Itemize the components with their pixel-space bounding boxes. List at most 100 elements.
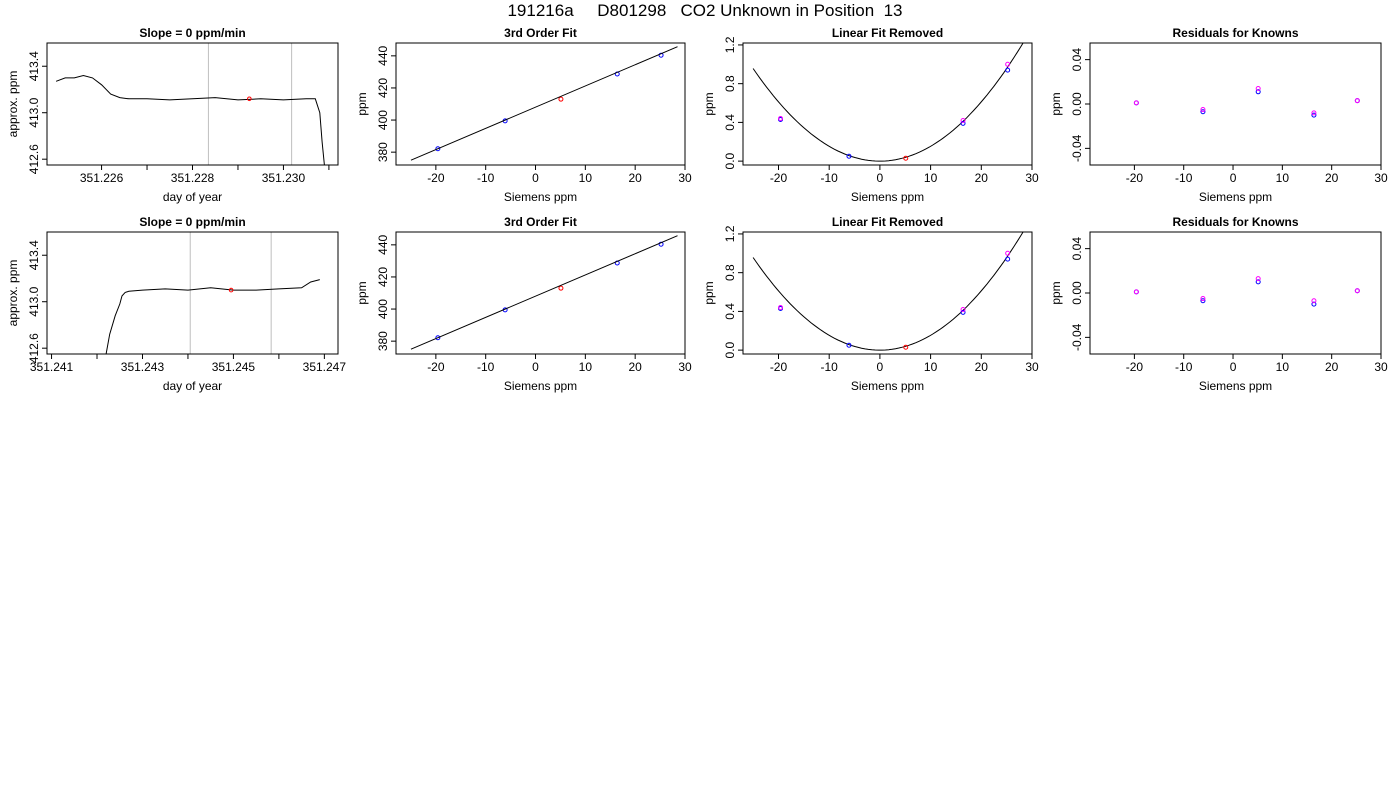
data-point	[1311, 110, 1317, 116]
data-point	[1200, 296, 1206, 302]
x-tick-label: -20	[1126, 171, 1144, 185]
data-point	[1255, 89, 1261, 95]
x-tick-label: -20	[427, 171, 445, 185]
x-tick-label: 0	[1230, 360, 1237, 374]
x-tick-label: 351.228	[171, 171, 215, 185]
x-tick-label: 30	[1025, 360, 1039, 374]
x-tick-label: -20	[427, 360, 445, 374]
plot-area	[105, 279, 320, 354]
x-tick-label: 10	[1276, 360, 1290, 374]
y-axis-label: ppm	[355, 281, 369, 304]
data-point	[1005, 61, 1011, 67]
x-axis-label: day of year	[163, 379, 222, 393]
data-point	[1311, 112, 1317, 118]
x-axis-label: Siemens ppm	[1199, 379, 1272, 393]
y-axis-label: ppm	[355, 92, 369, 115]
x-axis-label: day of year	[163, 190, 222, 204]
y-axis-label: ppm	[1049, 92, 1063, 115]
x-tick-label: -10	[821, 171, 839, 185]
x-axis-label: Siemens ppm	[851, 379, 924, 393]
chart-panel-r1-trace: Slope = 0 ppm/min 351.226 351.228 351.230 41…	[6, 26, 339, 204]
plot-area	[752, 43, 1024, 162]
x-tick-label: 30	[1374, 171, 1388, 185]
series-line	[105, 279, 320, 354]
x-tick-label: -10	[477, 171, 495, 185]
data-point	[1200, 109, 1206, 115]
chart-panel-r1-fit: 3rd Order Fit -20 -10 0 10 20 30 380 400 420 440 Si…	[355, 26, 692, 204]
plot-frame	[742, 42, 1033, 166]
x-tick-label: 10	[579, 360, 593, 374]
y-axis-label: ppm	[1049, 281, 1063, 304]
chart-title: Slope = 0 ppm/min	[139, 26, 245, 40]
x-tick-label: -10	[1175, 171, 1193, 185]
x-tick-label: 351.241	[30, 360, 74, 374]
x-tick-label: -10	[477, 360, 495, 374]
data-point	[1311, 298, 1317, 304]
chart-title: 3rd Order Fit	[504, 215, 577, 229]
chart-title: Residuals for Knowns	[1172, 215, 1298, 229]
plot-frame	[742, 231, 1033, 355]
y-tick-label: 413.4	[27, 51, 41, 81]
x-tick-label: -20	[1126, 360, 1144, 374]
fit-curve	[752, 43, 1024, 162]
x-tick-label: 30	[1025, 171, 1039, 185]
y-tick-label: 420	[376, 267, 390, 287]
x-tick-label: 20	[1325, 171, 1339, 185]
data-point	[1133, 100, 1139, 106]
chart-panel-r2-lin: Linear Fit Removed -20 -10 0 10 20 30 0.0 0.4 0.8…	[702, 215, 1039, 393]
plot-area	[55, 74, 325, 165]
x-axis-label: Siemens ppm	[851, 190, 924, 204]
y-axis-label: ppm	[702, 281, 716, 304]
y-tick-label: 412.6	[27, 333, 41, 363]
x-tick-label: -10	[821, 360, 839, 374]
x-tick-label: 351.230	[262, 171, 306, 185]
y-tick-label: 0.4	[723, 303, 737, 320]
x-axis-label: Siemens ppm	[1199, 190, 1272, 204]
data-point	[1255, 276, 1261, 282]
fit-curve	[752, 232, 1024, 351]
data-point	[1354, 98, 1360, 104]
chart-panel-r1-res: Residuals for Knowns -20 -10 0 10 20 30 -0.04 0.…	[1049, 26, 1388, 204]
y-tick-label: 0.00	[1070, 281, 1084, 305]
data-point	[1200, 298, 1206, 304]
x-tick-label: 351.247	[303, 360, 347, 374]
y-tick-label: 413.0	[27, 286, 41, 316]
plot-area	[1133, 276, 1360, 307]
y-tick-label: 412.6	[27, 144, 41, 174]
plot-frame	[395, 42, 686, 166]
x-tick-label: 0	[1230, 171, 1237, 185]
data-point	[903, 155, 909, 161]
x-tick-label: 0	[532, 171, 539, 185]
data-point	[435, 335, 441, 341]
chart-title: Residuals for Knowns	[1172, 26, 1298, 40]
page-title: 191216a D801298 CO2 Unknown in Position …	[507, 1, 903, 20]
plot-frame	[1089, 231, 1382, 355]
fit-line	[410, 235, 678, 350]
y-tick-label: 0.00	[1070, 92, 1084, 116]
data-point	[558, 96, 564, 102]
data-point	[1354, 288, 1360, 294]
y-tick-label: 420	[376, 78, 390, 98]
y-axis-label: ppm	[702, 92, 716, 115]
x-axis-label: Siemens ppm	[504, 190, 577, 204]
plot-area	[1133, 85, 1360, 118]
y-tick-label: 400	[376, 299, 390, 319]
y-tick-label: 1.2	[723, 36, 737, 53]
y-tick-label: 0.8	[723, 75, 737, 92]
data-point	[960, 120, 966, 126]
x-tick-label: 30	[678, 360, 692, 374]
x-tick-label: -10	[1175, 360, 1193, 374]
chart-panel-r2-res: Residuals for Knowns -20 -10 0 10 20 30 -0.04 0.…	[1049, 215, 1388, 393]
y-axis-label: approx. ppm	[6, 260, 20, 327]
x-tick-label: 351.243	[121, 360, 165, 374]
data-point	[1311, 301, 1317, 307]
x-tick-label: 0	[532, 360, 539, 374]
y-tick-label: 413.4	[27, 240, 41, 270]
x-tick-label: 20	[628, 360, 642, 374]
x-tick-label: 10	[924, 171, 938, 185]
plot-frame	[395, 231, 686, 355]
y-tick-label: 440	[376, 235, 390, 255]
fit-line	[410, 46, 678, 161]
plot-frame	[46, 231, 339, 355]
